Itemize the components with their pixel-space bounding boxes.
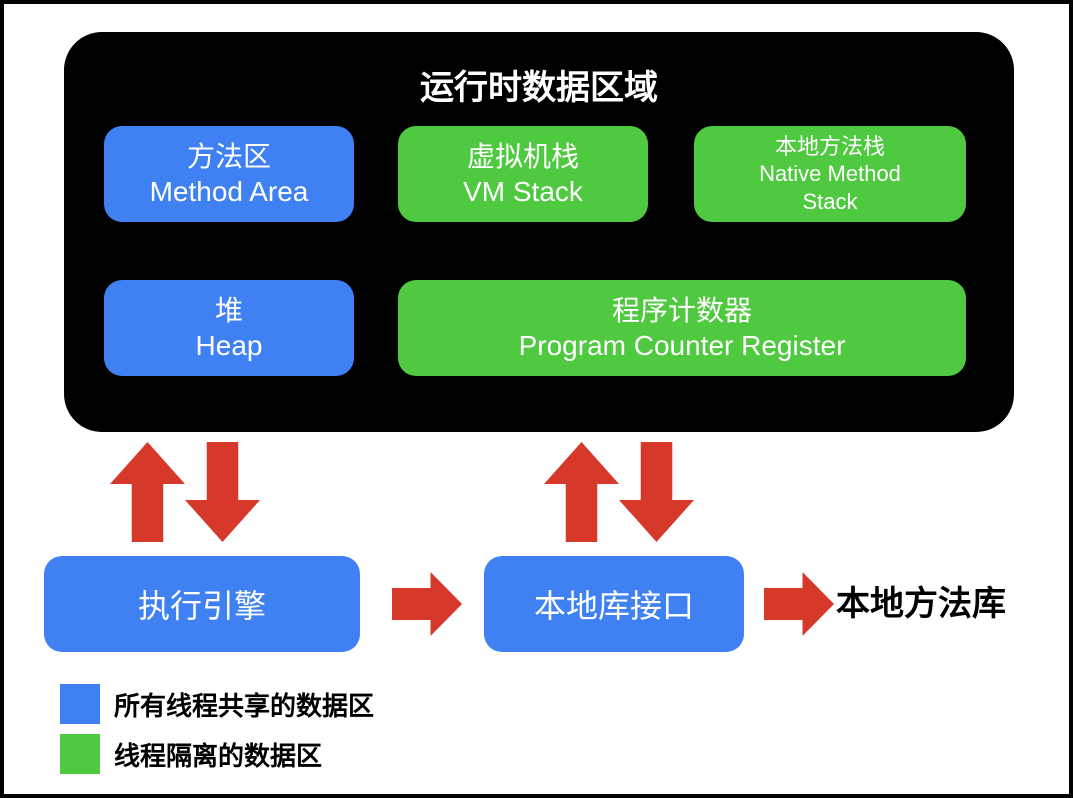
box-program-counter-register: 程序计数器 Program Counter Register — [398, 280, 966, 376]
label-native-method-library: 本地方法库 — [836, 576, 1006, 625]
diagram-frame: 运行时数据区域 方法区 Method Area 虚拟机栈 VM Stack 本地… — [0, 0, 1073, 798]
box-vm-stack: 虚拟机栈 VM Stack — [398, 126, 648, 222]
legend-swatch-shared — [60, 684, 100, 724]
legend-private: 线程隔离的数据区 — [60, 734, 322, 774]
box-pc-cn: 程序计数器 — [612, 293, 752, 328]
native-lib-if-label: 本地库接口 — [534, 581, 694, 627]
box-method-area-en: Method Area — [150, 174, 309, 209]
exec-engine-label: 执行引擎 — [138, 581, 266, 627]
arrow-right-2 — [764, 572, 834, 636]
box-native-method-stack: 本地方法栈 Native MethodStack — [694, 126, 966, 222]
box-method-area-cn: 方法区 — [187, 139, 271, 174]
box-vm-stack-cn: 虚拟机栈 — [467, 139, 579, 174]
arrow-right-1 — [392, 572, 462, 636]
box-heap-en: Heap — [196, 328, 263, 363]
box-native-stack-en: Native MethodStack — [759, 160, 901, 215]
legend-private-text: 线程隔离的数据区 — [114, 736, 322, 773]
box-heap: 堆 Heap — [104, 280, 354, 376]
box-vm-stack-en: VM Stack — [463, 174, 583, 209]
legend-shared: 所有线程共享的数据区 — [60, 684, 374, 724]
box-execution-engine: 执行引擎 — [44, 556, 360, 652]
arrow-bidirectional-right — [544, 442, 694, 542]
native-lib-text: 本地方法库 — [836, 576, 1006, 625]
arrow-bidirectional-left — [110, 442, 260, 542]
box-method-area: 方法区 Method Area — [104, 126, 354, 222]
runtime-title: 运行时数据区域 — [64, 60, 1014, 109]
box-heap-cn: 堆 — [215, 293, 243, 328]
legend-swatch-private — [60, 734, 100, 774]
box-native-stack-cn: 本地方法栈 — [775, 133, 885, 161]
box-native-library-interface: 本地库接口 — [484, 556, 744, 652]
box-pc-en: Program Counter Register — [519, 328, 846, 363]
legend-shared-text: 所有线程共享的数据区 — [114, 686, 374, 723]
